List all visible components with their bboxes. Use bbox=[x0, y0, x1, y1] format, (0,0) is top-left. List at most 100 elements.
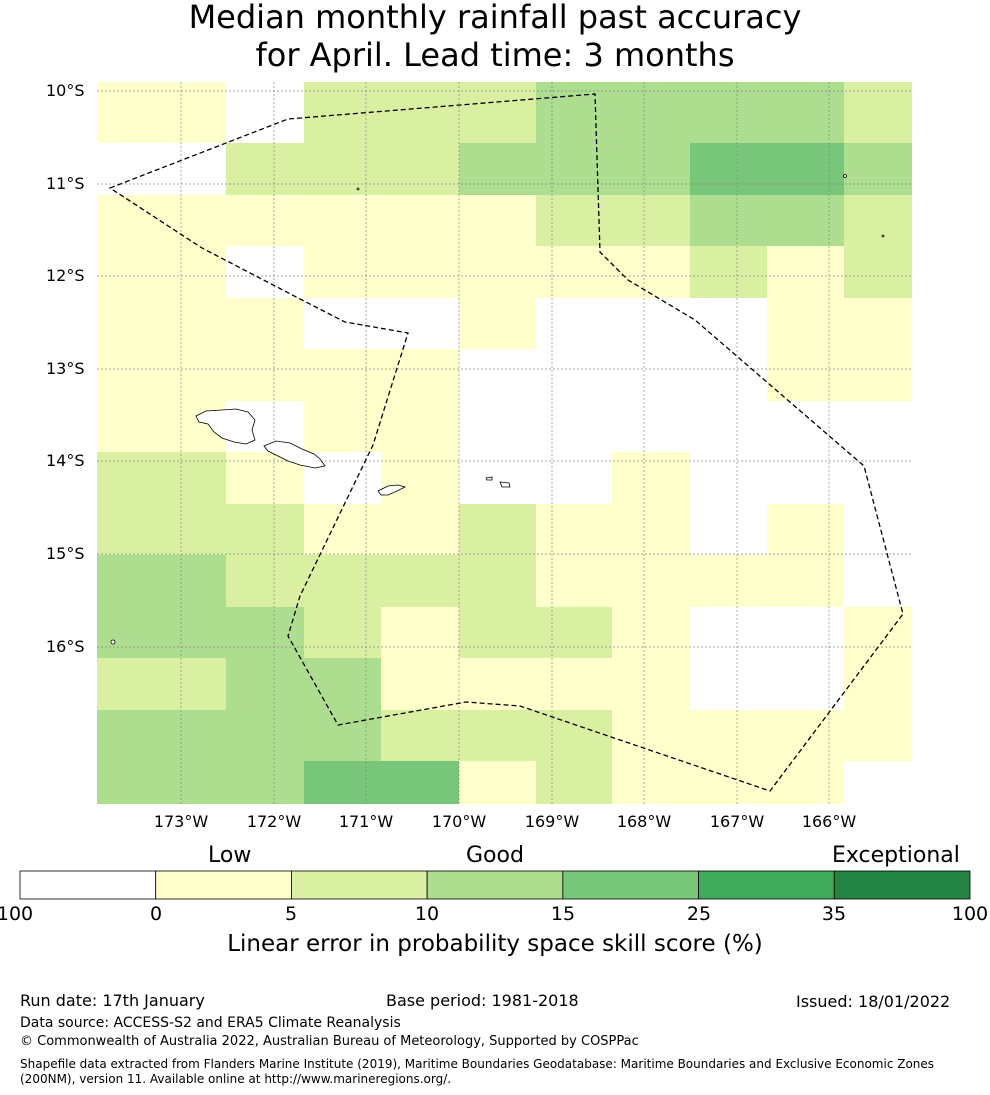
grid-cell bbox=[844, 246, 912, 298]
shapefile-credit-line-2: (200NM), version 11. Available online at… bbox=[20, 1072, 452, 1086]
grid-cell bbox=[536, 143, 612, 195]
grid-cell bbox=[226, 761, 304, 804]
grid-cell bbox=[767, 658, 844, 710]
colorbar-category-good: Good bbox=[466, 843, 524, 868]
grid-cell bbox=[690, 452, 767, 504]
grid-cell bbox=[226, 246, 304, 298]
grid-cell bbox=[381, 195, 459, 246]
grid-cell bbox=[767, 452, 844, 504]
grid-cell bbox=[304, 607, 381, 658]
grid-cell bbox=[690, 349, 767, 401]
grid-cell bbox=[459, 452, 536, 504]
colorbar-bin bbox=[19, 870, 157, 900]
grid-cell bbox=[612, 349, 690, 401]
grid-cell bbox=[612, 401, 690, 452]
grid-cell bbox=[226, 298, 304, 349]
colorbar bbox=[19, 870, 971, 900]
colorbar-bin bbox=[833, 870, 971, 900]
grid-cell bbox=[767, 401, 844, 452]
grid-cell bbox=[304, 143, 381, 195]
grid-cell bbox=[304, 401, 381, 452]
grid-cell bbox=[459, 349, 536, 401]
grid-cell bbox=[459, 761, 536, 804]
grid-cell bbox=[459, 143, 536, 195]
grid-cell bbox=[536, 82, 612, 143]
colorbar-tick-10: 10 bbox=[414, 903, 440, 925]
grid-cell bbox=[767, 761, 844, 804]
grid-cell bbox=[149, 298, 226, 349]
grid-cell bbox=[536, 761, 612, 804]
grid-cell bbox=[844, 452, 912, 504]
grid-cell bbox=[690, 504, 767, 555]
grid-cell bbox=[612, 82, 690, 143]
grid-cell bbox=[97, 246, 149, 298]
grid-cell bbox=[304, 298, 381, 349]
colorbar-category-low: Low bbox=[208, 843, 252, 868]
lat-label-16s: 16°S bbox=[46, 637, 85, 656]
lat-label-14s: 14°S bbox=[46, 451, 85, 470]
data-source: Data source: ACCESS-S2 and ERA5 Climate … bbox=[20, 1015, 401, 1031]
grid-cell bbox=[612, 195, 690, 246]
grid-cell bbox=[536, 452, 612, 504]
grid-cell bbox=[304, 504, 381, 555]
grid-cell bbox=[612, 607, 690, 658]
grid-cell bbox=[381, 143, 459, 195]
lat-label-11s: 11°S bbox=[46, 174, 85, 193]
colorbar-bin bbox=[155, 870, 292, 900]
grid-cell bbox=[304, 710, 381, 761]
lat-label-10s: 10°S bbox=[46, 81, 85, 100]
grid-cell bbox=[459, 658, 536, 710]
island-wallis bbox=[110, 639, 116, 645]
grid-cell bbox=[767, 607, 844, 658]
island-atoll-north bbox=[356, 187, 360, 191]
colorbar-tick-35: 35 bbox=[821, 903, 847, 925]
grid-cell bbox=[149, 607, 226, 658]
grid-cell bbox=[97, 401, 149, 452]
lon-label-171w: 171°W bbox=[338, 812, 394, 831]
grid-cell bbox=[767, 298, 844, 349]
grid-cell bbox=[844, 349, 912, 401]
colorbar-axis-label: Linear error in probability space skill … bbox=[227, 931, 763, 957]
colorbar-bin bbox=[426, 870, 564, 900]
islands bbox=[110, 174, 885, 645]
grid-cell bbox=[767, 504, 844, 555]
grid-cell bbox=[226, 710, 304, 761]
graticule bbox=[97, 82, 912, 804]
grid-cell bbox=[459, 710, 536, 761]
grid-cell bbox=[304, 246, 381, 298]
grid-cell bbox=[459, 82, 536, 143]
colorbar-tick-100: 100 bbox=[951, 903, 989, 925]
grid-cell bbox=[844, 555, 912, 607]
grid-cell bbox=[226, 555, 304, 607]
run-date: Run date: 17th January bbox=[20, 991, 205, 1010]
grid-cell bbox=[304, 555, 381, 607]
grid-cell bbox=[767, 710, 844, 761]
lon-label-170w: 170°W bbox=[431, 812, 487, 831]
grid-cell bbox=[381, 658, 459, 710]
grid-cell bbox=[536, 401, 612, 452]
grid-cell bbox=[690, 607, 767, 658]
grid-cell bbox=[381, 401, 459, 452]
grid-cell bbox=[97, 143, 149, 195]
grid-cell bbox=[612, 246, 690, 298]
base-period: Base period: 1981-2018 bbox=[386, 991, 579, 1010]
grid-cell bbox=[536, 555, 612, 607]
grid-cell bbox=[304, 658, 381, 710]
island-tutuila bbox=[377, 484, 407, 496]
grid-cell bbox=[767, 82, 844, 143]
grid-cell bbox=[690, 143, 767, 195]
grid-cell bbox=[844, 143, 912, 195]
grid-cell bbox=[844, 761, 912, 804]
grid-cell bbox=[97, 658, 149, 710]
grid-cell bbox=[149, 143, 226, 195]
grid-cell bbox=[844, 658, 912, 710]
grid-cell bbox=[767, 349, 844, 401]
grid-cell bbox=[304, 195, 381, 246]
lon-label-169w: 169°W bbox=[524, 812, 580, 831]
grid-cell bbox=[612, 555, 690, 607]
grid-cell bbox=[149, 710, 226, 761]
grid-cell bbox=[304, 82, 381, 143]
lon-label-167w: 167°W bbox=[709, 812, 765, 831]
grid-cell bbox=[381, 246, 459, 298]
grid-cell bbox=[536, 710, 612, 761]
